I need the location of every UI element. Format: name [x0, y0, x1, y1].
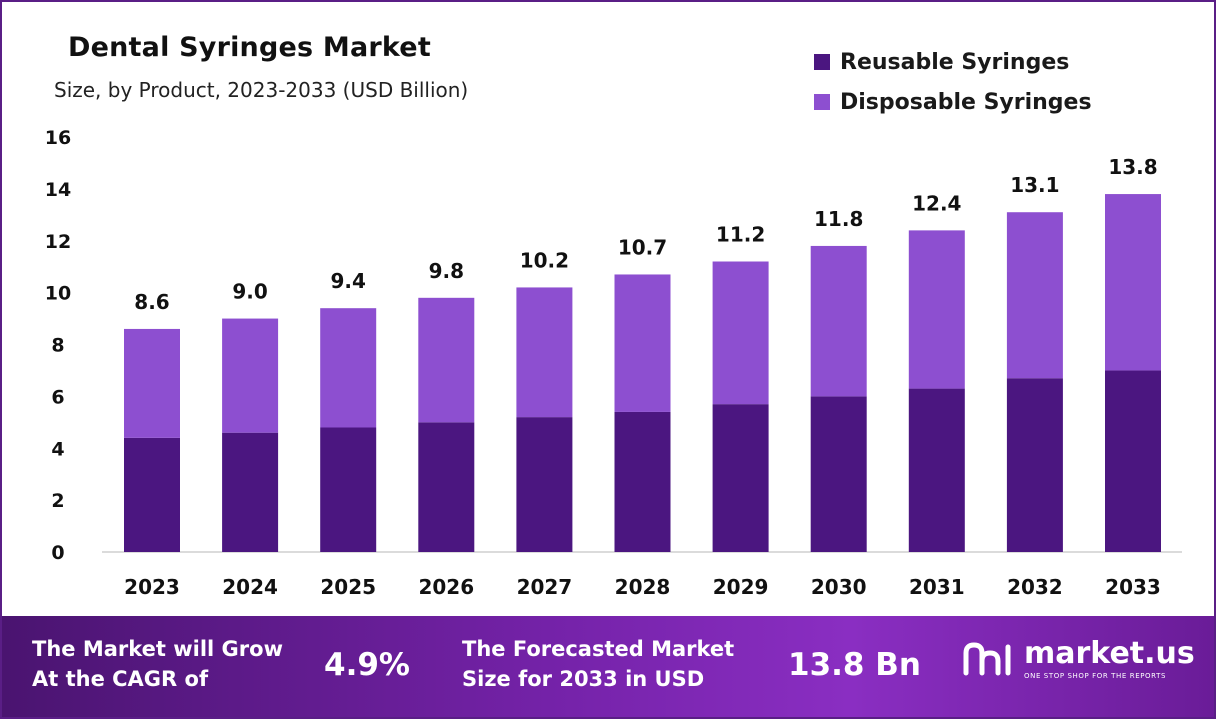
x-tick-label: 2031 [909, 575, 965, 599]
forecast-label-line2: Size for 2033 in USD [462, 667, 705, 691]
data-label-total: 10.2 [520, 248, 569, 272]
x-tick-label: 2033 [1105, 575, 1161, 599]
data-label-total: 9.4 [330, 269, 365, 293]
bar-chart: 0 2 4 6 8 10 12 14 16 8.6 2023 9.0 2024 9.4 2025 9.8 202… [45, 127, 1182, 599]
bar-disposable [1006, 212, 1063, 379]
bar-disposable [810, 245, 867, 397]
x-tick-label: 2027 [517, 575, 573, 599]
bar-reusable [418, 422, 475, 552]
data-label-total: 11.8 [814, 207, 863, 231]
x-tick-label: 2023 [124, 575, 180, 599]
y-tick-label: 6 [51, 386, 64, 408]
bar-disposable [418, 297, 475, 423]
bar-disposable [712, 261, 769, 405]
forecast-label: The Forecasted Market Size for 2033 in U… [462, 634, 734, 694]
data-label-total: 9.8 [429, 259, 464, 283]
bar-reusable [222, 432, 279, 552]
bar-disposable [516, 287, 573, 418]
bar-disposable [222, 318, 279, 433]
forecast-value: 13.8 Bn [788, 647, 921, 683]
legend-item-reusable: Reusable Syringes [814, 42, 1092, 82]
data-label-total: 8.6 [134, 290, 169, 314]
bar-reusable [908, 388, 965, 552]
x-tick-label: 2030 [811, 575, 867, 599]
y-tick-label: 0 [51, 542, 64, 564]
x-tick-label: 2029 [713, 575, 769, 599]
data-label-total: 12.4 [912, 191, 961, 215]
cagr-label: The Market will Grow At the CAGR of [32, 634, 283, 694]
bar-reusable [1006, 378, 1063, 552]
bar-disposable [908, 230, 965, 389]
y-tick-label: 12 [45, 231, 71, 253]
forecast-label-line1: The Forecasted Market [462, 637, 735, 661]
bar-reusable [614, 411, 671, 552]
brand-name: market.us [1024, 636, 1195, 671]
legend: Reusable Syringes Disposable Syringes [814, 42, 1092, 122]
y-tick-label: 16 [45, 127, 71, 149]
y-tick-label: 8 [51, 335, 64, 357]
summary-banner: The Market will Grow At the CAGR of 4.9%… [2, 616, 1214, 717]
data-label-total: 10.7 [618, 235, 667, 259]
x-tick-label: 2025 [320, 575, 376, 599]
bar-disposable [1105, 194, 1161, 371]
cagr-label-line1: The Market will Grow [32, 637, 283, 661]
x-tick-label: 2032 [1007, 575, 1063, 599]
x-tick-label: 2026 [418, 575, 474, 599]
bar-reusable [320, 427, 377, 552]
legend-item-disposable: Disposable Syringes [814, 82, 1092, 122]
legend-swatch-reusable [814, 54, 830, 70]
data-label-total: 13.8 [1108, 155, 1157, 179]
bar-reusable [124, 437, 180, 552]
cagr-value: 4.9% [324, 647, 410, 683]
chart-subtitle: Size, by Product, 2023-2033 (USD Billion… [54, 78, 469, 102]
data-label-total: 11.2 [716, 223, 765, 247]
legend-swatch-disposable [814, 94, 830, 110]
bar-reusable [712, 404, 769, 552]
y-tick-label: 4 [51, 438, 64, 460]
bar-disposable [124, 328, 180, 438]
brand-logo: market.us ONE STOP SHOP FOR THE REPORTS [962, 638, 1195, 680]
bar-reusable [516, 417, 573, 552]
x-tick-label: 2024 [222, 575, 278, 599]
y-tick-label: 10 [45, 283, 71, 305]
data-label-total: 13.1 [1010, 173, 1059, 197]
chart-title: Dental Syringes Market [68, 32, 431, 63]
y-tick-label: 2 [51, 490, 64, 512]
bar-reusable [810, 396, 867, 552]
legend-label-reusable: Reusable Syringes [840, 49, 1070, 75]
x-tick-label: 2028 [615, 575, 671, 599]
brand-tagline: ONE STOP SHOP FOR THE REPORTS [1024, 672, 1167, 680]
y-tick-label: 14 [45, 179, 71, 201]
bar-disposable [320, 308, 377, 428]
bar-reusable [1105, 370, 1161, 552]
bar-disposable [614, 274, 671, 412]
data-label-total: 9.0 [232, 280, 267, 304]
legend-label-disposable: Disposable Syringes [840, 89, 1092, 115]
cagr-label-line2: At the CAGR of [32, 667, 209, 691]
market-us-logo-icon [963, 642, 1011, 676]
